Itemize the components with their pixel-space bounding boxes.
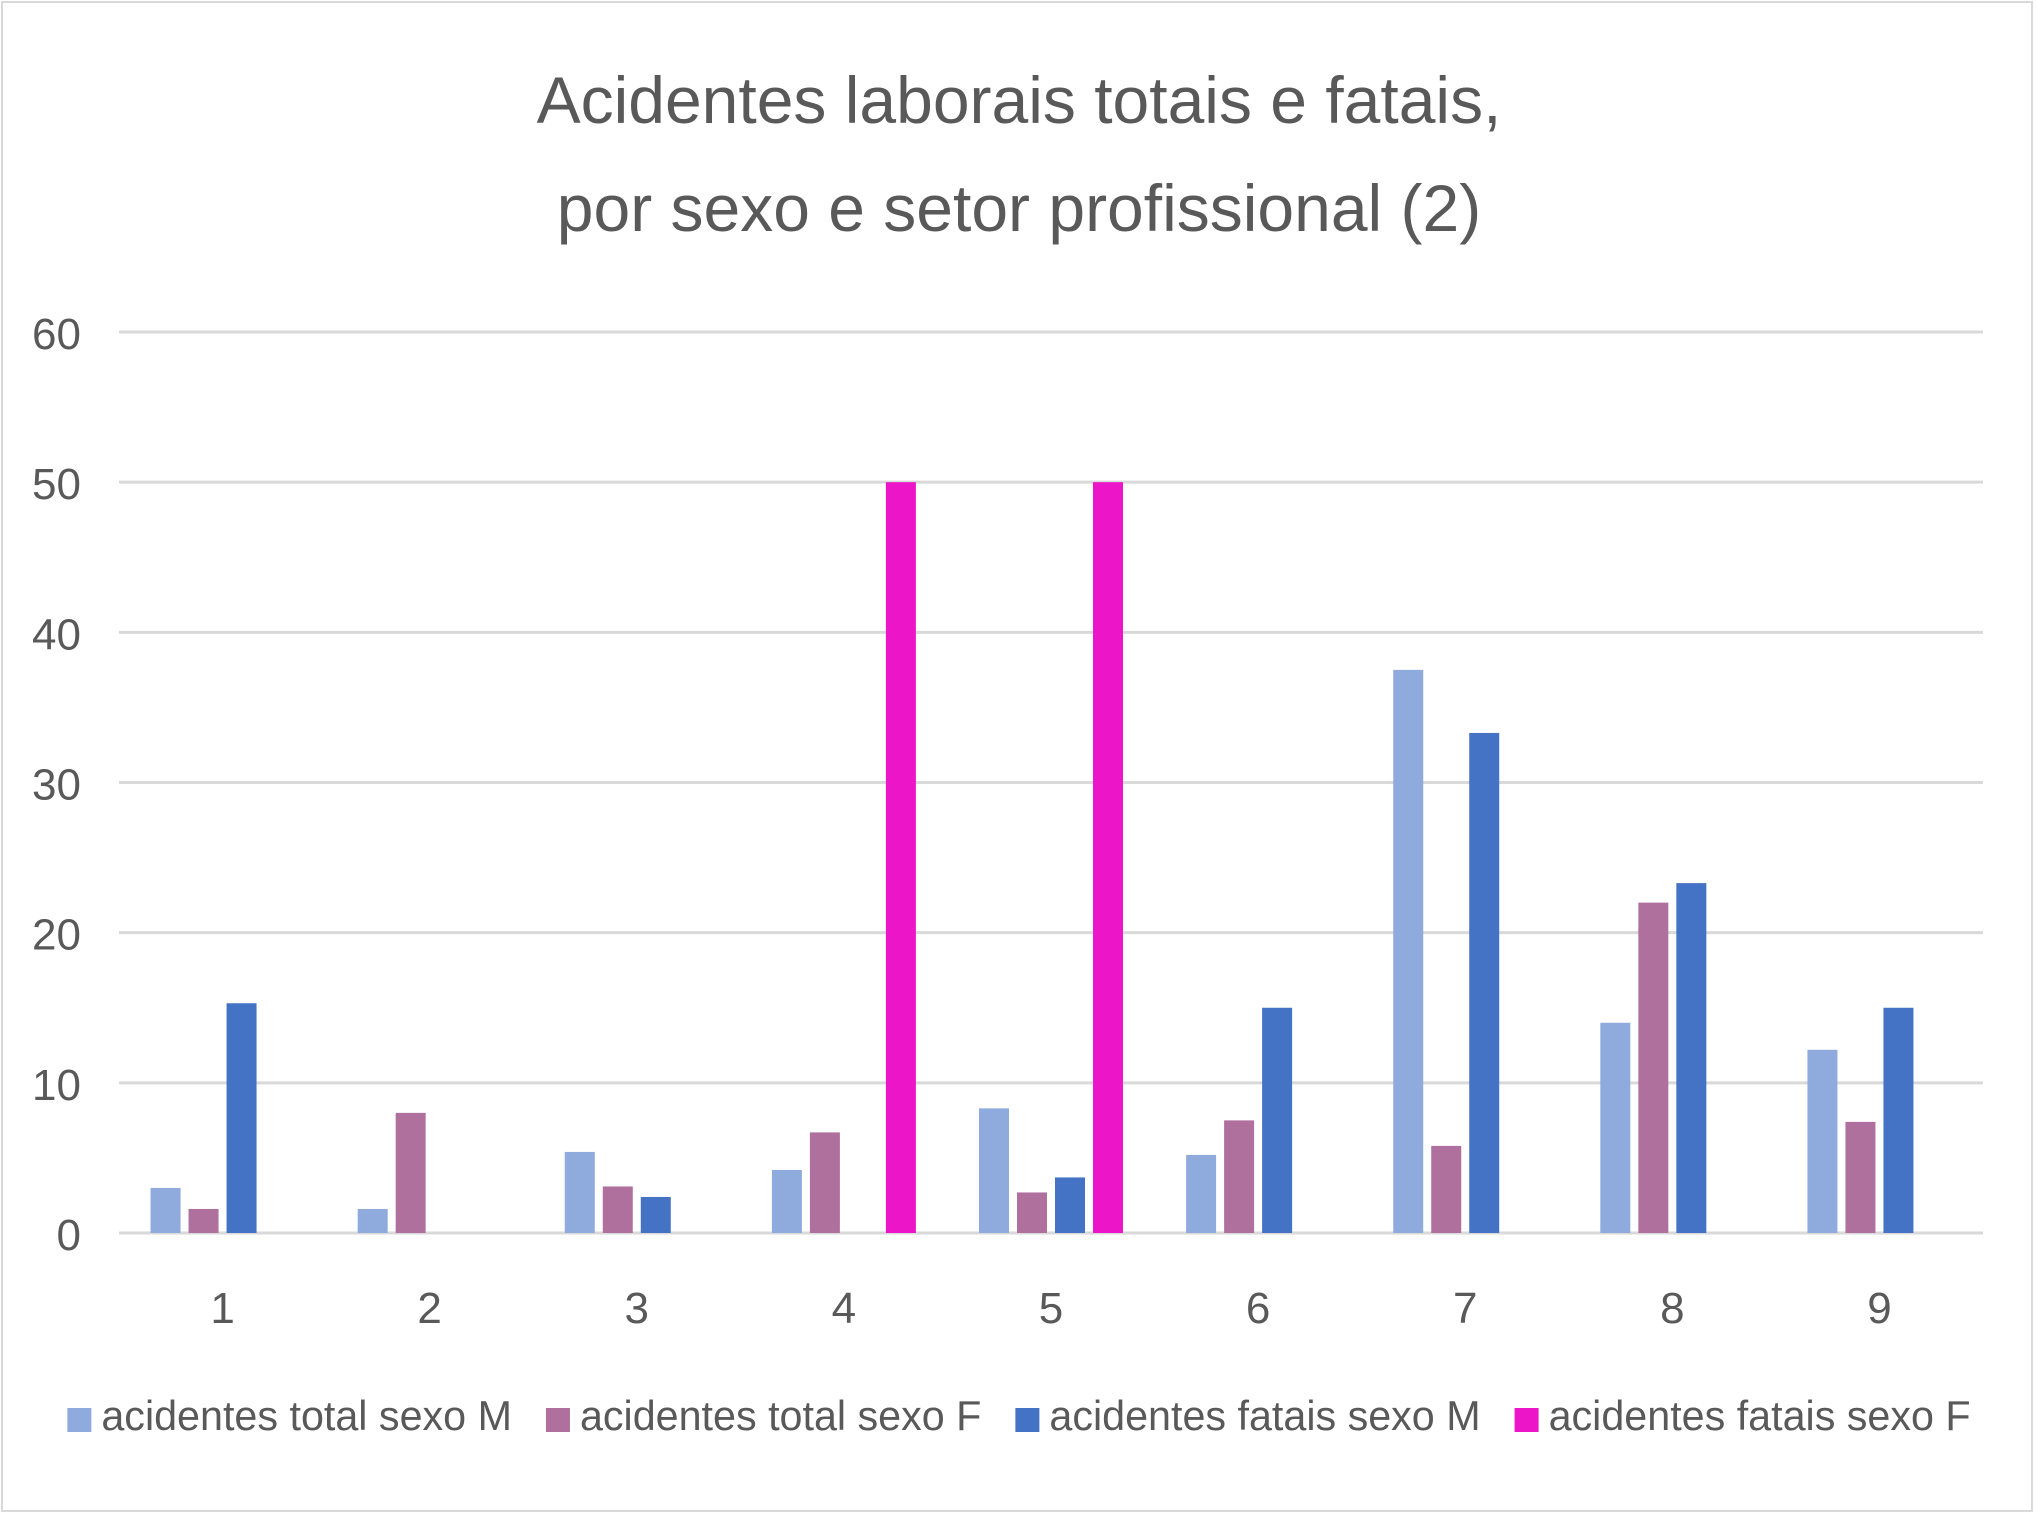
legend: acidentes total sexo M acidentes total se… (67, 1393, 1971, 1439)
bar-series-1-cat-4 (771, 1169, 802, 1233)
y-tick-label: 50 (32, 460, 81, 509)
y-tick-label: 10 (32, 1061, 81, 1110)
legend-label: acidentes total sexo F (580, 1393, 981, 1439)
x-tick-label: 7 (1453, 1284, 1477, 1333)
bar-series-2-cat-2 (395, 1112, 426, 1233)
x-tick-label: 1 (210, 1284, 234, 1333)
x-axis-tick-labels: 1 2 3 4 5 6 7 8 9 (210, 1284, 1891, 1333)
bar-series-1-cat-6 (1186, 1154, 1217, 1233)
gridlines (119, 330, 1983, 1235)
legend-swatch (1015, 1408, 1040, 1432)
bar-series-1-cat-3 (564, 1151, 595, 1233)
bar-series-1-cat-8 (1600, 1022, 1631, 1233)
y-tick-label: 60 (32, 310, 81, 359)
bar-series-3-cat-1 (226, 1003, 257, 1233)
bar-series-2-cat-4 (809, 1132, 840, 1233)
bar-series-3-cat-8 (1676, 883, 1707, 1233)
bar-series-2-cat-7 (1431, 1145, 1462, 1233)
bar-series-3-cat-9 (1883, 1007, 1914, 1233)
chart-title: Acidentes laborais totais e fatais, por … (537, 63, 1502, 245)
y-axis-tick-labels: 0 10 20 30 40 50 60 (32, 310, 81, 1260)
y-tick-label: 0 (57, 1211, 81, 1260)
x-tick-label: 6 (1246, 1284, 1270, 1333)
chart-title-line-2: por sexo e setor profissional (2) (557, 171, 1481, 245)
bar-series-2-cat-8 (1638, 902, 1669, 1233)
x-tick-label: 2 (417, 1284, 441, 1333)
bar-series-3-cat-3 (640, 1196, 671, 1233)
legend-label: acidentes fatais sexo M (1049, 1393, 1480, 1439)
bar-series-2-cat-1 (188, 1208, 219, 1233)
legend-label: acidentes fatais sexo F (1549, 1393, 1971, 1439)
bar-series-3-cat-6 (1262, 1007, 1293, 1233)
x-tick-label: 3 (625, 1284, 649, 1333)
bar-series-4-cat-4 (885, 482, 916, 1234)
bar-series-2-cat-5 (1017, 1192, 1047, 1233)
legend-swatch (67, 1408, 92, 1432)
bar-series-4-cat-5 (1093, 482, 1123, 1234)
bar-series-3-cat-5 (1055, 1177, 1085, 1233)
chart-title-line-1: Acidentes laborais totais e fatais, (537, 63, 1502, 137)
x-tick-label: 5 (1039, 1284, 1063, 1333)
legend-swatch (1514, 1408, 1539, 1432)
bars (150, 482, 1914, 1234)
legend-label: acidentes total sexo M (101, 1393, 512, 1439)
x-tick-label: 4 (832, 1284, 856, 1333)
bar-series-2-cat-3 (602, 1186, 633, 1233)
bar-series-2-cat-9 (1845, 1121, 1876, 1233)
x-tick-label: 9 (1867, 1284, 1891, 1333)
bar-series-1-cat-1 (150, 1187, 181, 1233)
y-tick-label: 30 (32, 761, 81, 810)
bar-series-1-cat-5 (979, 1108, 1009, 1233)
legend-swatch (545, 1408, 570, 1432)
y-tick-label: 40 (32, 610, 81, 659)
legend-item-2: acidentes total sexo F (545, 1393, 981, 1439)
bar-chart: Acidentes laborais totais e fatais, por … (32, 63, 1983, 1439)
bar-series-1-cat-7 (1393, 669, 1424, 1233)
y-tick-label: 20 (32, 911, 81, 960)
x-tick-label: 8 (1660, 1284, 1684, 1333)
bar-series-2-cat-6 (1224, 1120, 1255, 1233)
bar-series-1-cat-9 (1807, 1049, 1838, 1233)
bar-series-3-cat-7 (1469, 732, 1500, 1233)
legend-item-4: acidentes fatais sexo F (1514, 1393, 1971, 1439)
legend-item-3: acidentes fatais sexo M (1015, 1393, 1481, 1439)
bar-series-1-cat-2 (357, 1208, 388, 1233)
legend-item-1: acidentes total sexo M (67, 1393, 512, 1439)
